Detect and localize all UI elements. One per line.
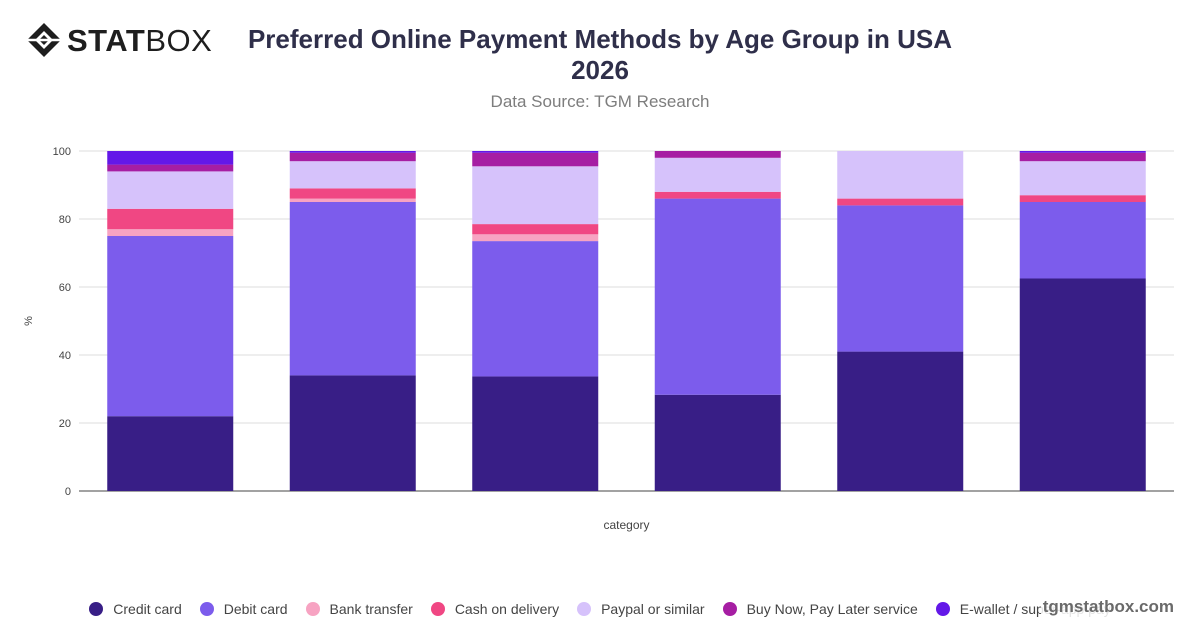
legend-label: Cash on delivery (454, 601, 560, 617)
legend-label: Credit card (113, 601, 182, 617)
y-tick-label: 60 (59, 282, 71, 294)
bar-segment-credit-card (654, 394, 781, 491)
bar-segment-buy-now-pay-later-service (107, 164, 234, 172)
y-tick-label: 40 (59, 350, 71, 362)
bar-segment-credit-card (107, 416, 234, 491)
y-tick-label: 100 (53, 146, 71, 158)
legend-marker (722, 602, 737, 616)
legend-marker (577, 602, 592, 616)
legend-label: Buy Now, Pay Later service (746, 601, 918, 617)
legend-label: Bank transfer (329, 601, 413, 617)
y-tick-label: 80 (59, 214, 71, 226)
bar-segment-paypal-or-similar (107, 171, 234, 209)
x-axis-label: category (603, 518, 649, 532)
y-tick-label: 20 (59, 418, 71, 430)
chart-legend: Credit card Debit card Bank transfer Cash o… (0, 601, 1200, 617)
bar-segment-e-wallet-super-app-pay (1019, 151, 1146, 153)
legend-item[interactable]: Buy Now, Pay Later service (722, 601, 918, 617)
y-tick-label: 0 (65, 486, 71, 498)
bar-segment-credit-card (837, 351, 964, 491)
bar-segment-buy-now-pay-later-service (654, 151, 781, 158)
legend-item[interactable]: Debit card (199, 601, 288, 617)
legend-item[interactable]: Credit card (89, 601, 182, 617)
legend-item[interactable]: Bank transfer (305, 601, 413, 617)
bar-segment-cash-on-delivery (472, 224, 599, 235)
bar-segment-paypal-or-similar (472, 166, 599, 225)
bar-segment-paypal-or-similar (837, 151, 964, 199)
bar-segment-paypal-or-similar (1019, 161, 1146, 196)
diamond-logo-icon (27, 23, 61, 57)
bar-segment-debit-card (107, 236, 234, 417)
bar-segment-e-wallet-super-app-pay (472, 151, 599, 153)
bar-segment-buy-now-pay-later-service (289, 152, 416, 162)
bar-segment-cash-on-delivery (289, 188, 416, 199)
statbox-logo: STATBOX (26, 22, 212, 58)
chart-subtitle: Data Source: TGM Research (490, 92, 710, 111)
bar-segment-debit-card (1019, 202, 1146, 279)
bar-segment-debit-card (472, 241, 599, 377)
bar-segment-debit-card (654, 198, 781, 395)
legend-label: Debit card (223, 601, 288, 617)
bar-segment-credit-card (289, 375, 416, 491)
bar-segment-debit-card (837, 205, 964, 352)
bar-segment-buy-now-pay-later-service (1019, 152, 1146, 162)
bar-segment-cash-on-delivery (837, 198, 964, 206)
bar-segment-bank-transfer (289, 198, 416, 202)
bar-segment-paypal-or-similar (289, 161, 416, 189)
logo-wordmark: STATBOX (67, 22, 213, 58)
bar-segment-credit-card (1019, 278, 1146, 491)
bar-segment-bank-transfer (472, 234, 599, 242)
bar-segment-cash-on-delivery (654, 191, 781, 199)
bar-segment-e-wallet-super-app-pay (107, 151, 234, 165)
chart-title: Preferred Online Payment Methods by Age … (247, 24, 953, 85)
legend-item[interactable]: Cash on delivery (430, 601, 560, 617)
legend-marker (89, 602, 104, 616)
bar-segment-credit-card (472, 376, 599, 491)
bar-segment-buy-now-pay-later-service (472, 152, 599, 167)
watermark: tgmstatbox.com (1040, 597, 1176, 617)
bar-segment-paypal-or-similar (654, 157, 781, 192)
legend-label: Paypal or similar (601, 601, 705, 617)
legend-marker (430, 602, 445, 616)
legend-marker (199, 602, 214, 616)
legend-marker (305, 602, 320, 616)
y-axis-label: % (23, 316, 35, 326)
legend-item[interactable]: Paypal or similar (577, 601, 705, 617)
bar-segment-e-wallet-super-app-pay (289, 151, 416, 153)
bar-segment-cash-on-delivery (1019, 195, 1146, 202)
bar-segment-bank-transfer (107, 229, 234, 236)
bar-segment-cash-on-delivery (107, 208, 234, 230)
legend-marker (935, 602, 950, 616)
bar-segment-debit-card (289, 202, 416, 376)
